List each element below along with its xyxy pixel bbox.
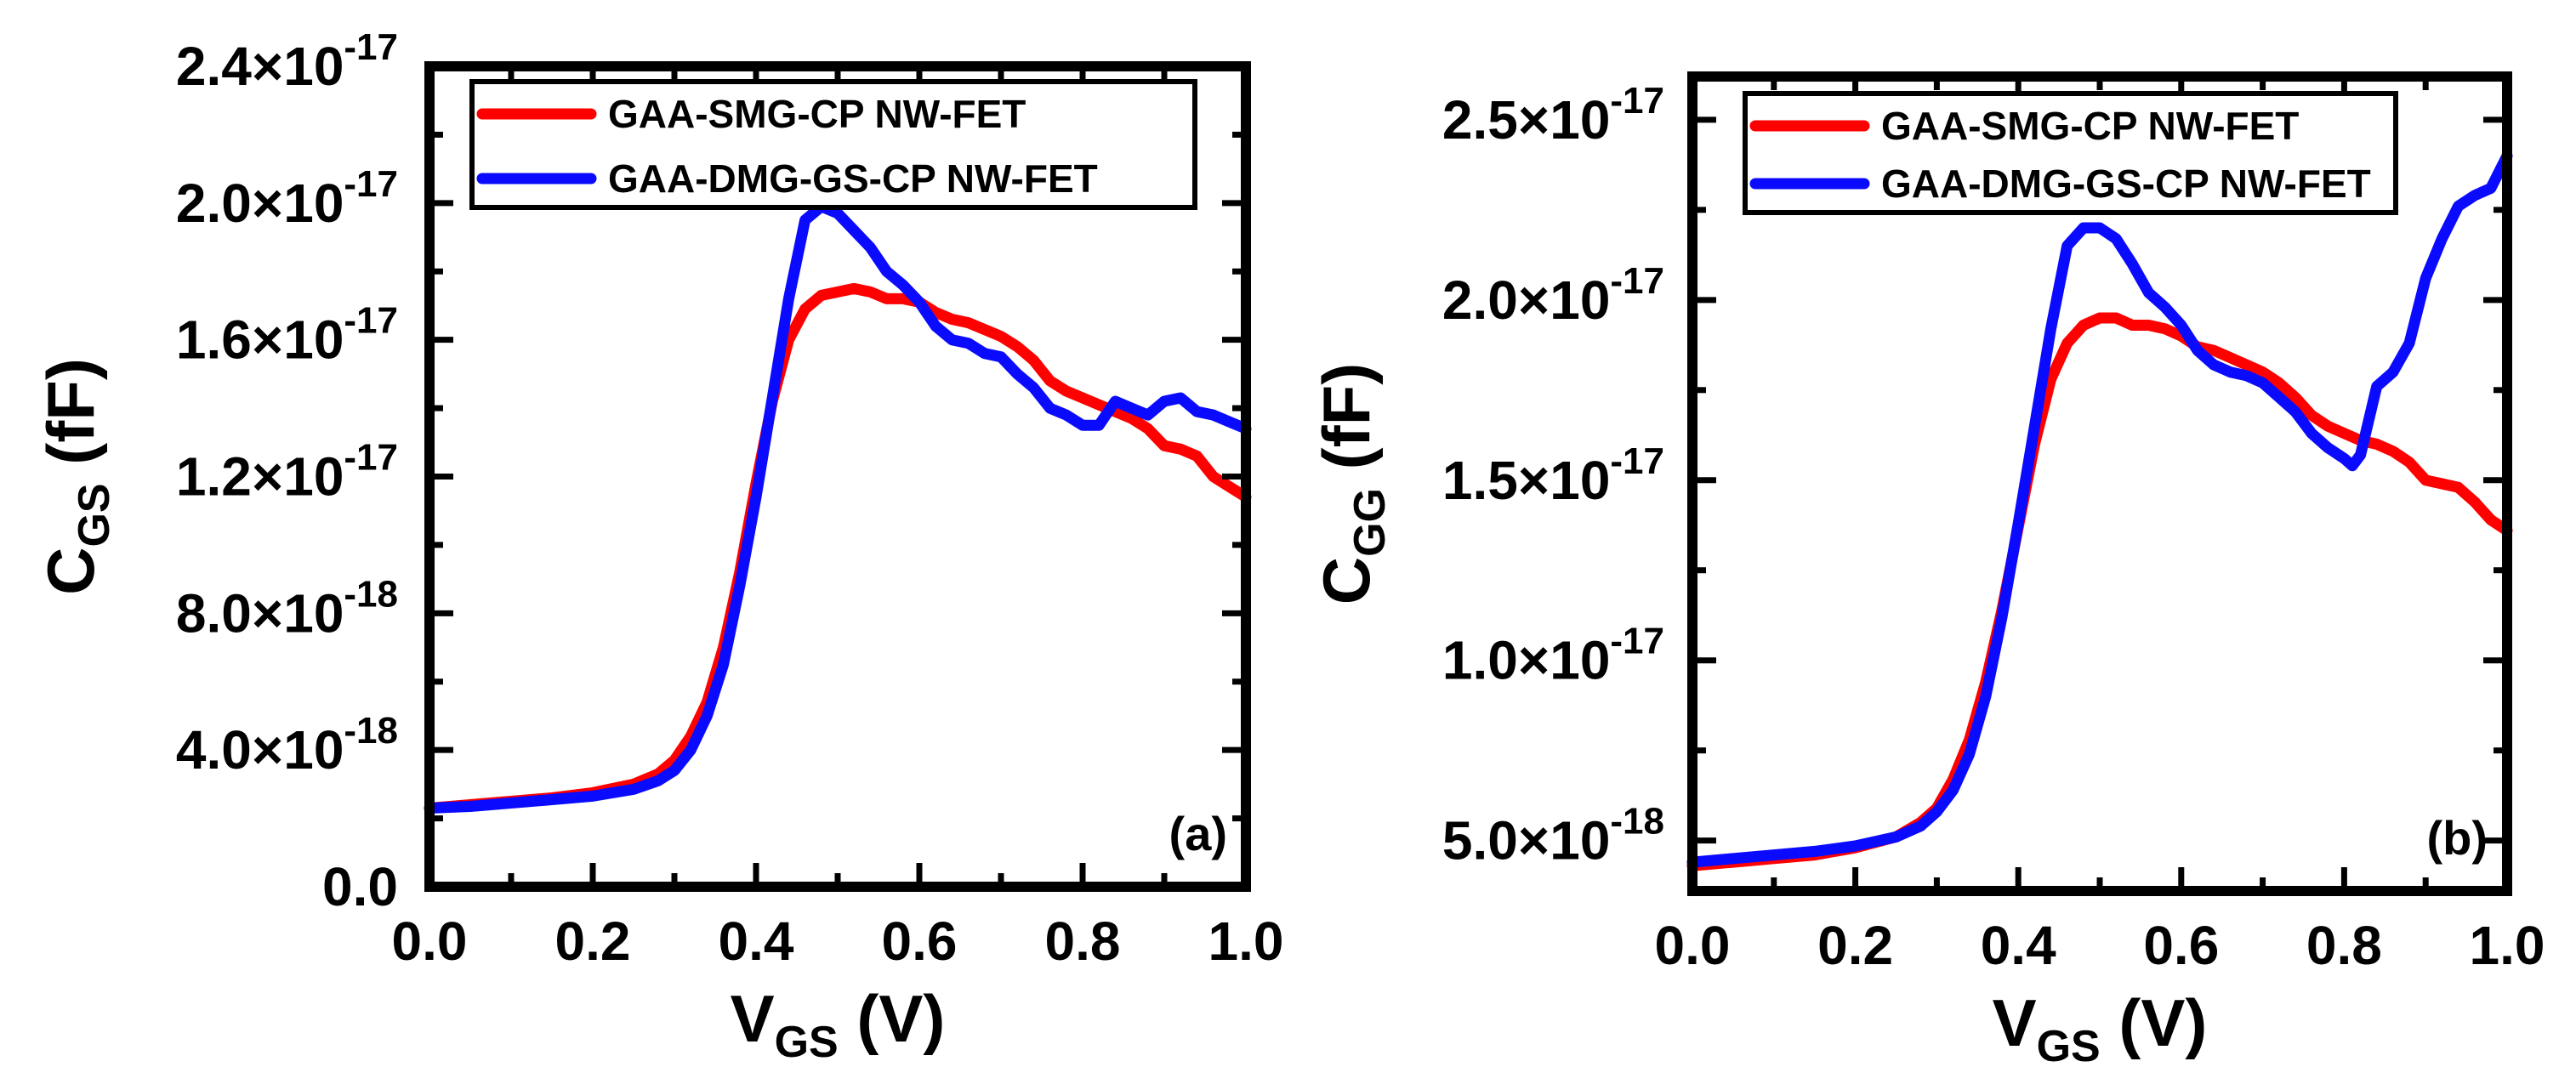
x-tick-label: 0.4: [1981, 915, 2056, 976]
y-tick-label: 2.0×10-17: [176, 163, 398, 234]
series-line-smg-a: [424, 282, 1252, 814]
y-tick-label: 4.0×10-18: [176, 710, 398, 780]
legend-label-dmg: GAA-DMG-GS-CP NW-FET: [1881, 162, 2371, 206]
x-tick-label: 0.6: [882, 911, 958, 972]
y-tick-label: 1.0×10-17: [1442, 621, 1664, 691]
x-axis-label: VGS (V): [731, 981, 946, 1067]
x-tick-label: 1.0: [1208, 911, 1284, 972]
legend-label-dmg: GAA-DMG-GS-CP NW-FET: [608, 156, 1098, 201]
y-axis-label: CGS (fF): [33, 358, 119, 595]
y-tick-label: 1.6×10-17: [176, 300, 398, 371]
series-line-dmg-a: [424, 201, 1252, 814]
legend-box: [1743, 91, 2398, 215]
legend-a: GAA-SMG-CP NW-FET GAA-DMG-GS-CP NW-FET: [469, 79, 1197, 210]
panel-b: 0.0 0.2 0.4 0.6 0.8 1.0 5.0×10-18 1.0×10-17 1.5×…: [1309, 71, 2545, 1071]
y-tick-label: 2.4×10-17: [176, 26, 398, 97]
y-tick-label: 2.5×10-17: [1442, 80, 1664, 150]
y-axis-label: CGG (fF): [1309, 363, 1395, 605]
legend-label-smg: GAA-SMG-CP NW-FET: [608, 92, 1026, 136]
x-tick-label: 0.2: [1817, 915, 1893, 976]
series-line-dmg-b: [1686, 150, 2513, 868]
x-tick-label: 0.4: [719, 911, 794, 972]
y-tick-label: 1.2×10-17: [176, 437, 398, 508]
panel-label-b: (b): [2426, 811, 2488, 865]
legend-b: GAA-SMG-CP NW-FET GAA-DMG-GS-CP NW-FET: [1743, 91, 2398, 215]
legend-label-smg: GAA-SMG-CP NW-FET: [1881, 104, 2299, 148]
y-tick-label: 1.5×10-17: [1442, 440, 1664, 511]
panel-a: 0.0 0.2 0.4 0.6 0.8 1.0 0.0 4.0×10-18 8.0×10-18 1…: [33, 26, 1283, 1067]
y-tick-label: 0.0: [322, 856, 398, 917]
x-tick-label: 0.6: [2143, 915, 2219, 976]
x-tick-label: 0.2: [555, 911, 631, 972]
series-line-smg-b: [1686, 312, 2513, 871]
panel-label-a: (a): [1169, 807, 1227, 860]
x-tick-label: 0.8: [1045, 911, 1121, 972]
x-tick-label: 0.8: [2306, 915, 2382, 976]
legend-box: [469, 79, 1197, 210]
x-axis-label: VGS (V): [1993, 985, 2208, 1071]
x-tick-label: 0.0: [392, 911, 468, 972]
y-tick-label: 2.0×10-17: [1442, 260, 1664, 331]
y-tick-label: 5.0×10-18: [1442, 801, 1664, 871]
x-tick-label: 0.0: [1655, 915, 1731, 976]
x-tick-label: 1.0: [2470, 915, 2545, 976]
y-tick-label: 8.0×10-18: [176, 573, 398, 644]
